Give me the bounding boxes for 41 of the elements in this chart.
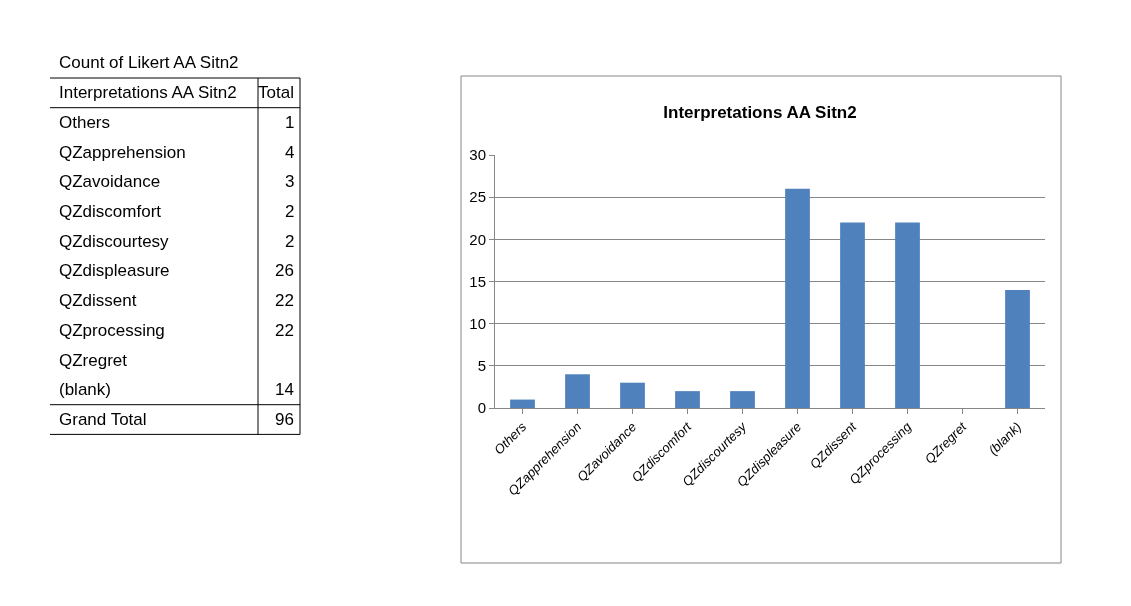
category-label: QZdiscourtesy [59,232,170,251]
bar [840,222,865,408]
category-label: QZapprehension [59,143,186,162]
y-tick-label: 15 [469,272,486,290]
text: 2 [285,202,295,221]
bar [565,374,590,408]
category-label: QZdiscomfort [59,202,162,221]
bar [730,391,755,408]
category-label: QZregret [59,351,128,370]
text: 22 [275,321,294,340]
y-tick-label: 0 [477,399,486,417]
category-label: QZdispleasure [59,261,170,280]
bar [620,382,645,408]
bar [1005,289,1030,408]
bar [510,399,535,408]
category-label: Others [59,113,111,132]
category-label: QZavoidance [59,172,161,191]
bar [895,222,920,408]
category-label: (blank) [59,380,111,399]
category-label: QZdissent [59,291,137,310]
y-tick-label: 5 [477,357,486,375]
text: Count of Likert AA Sitn2 [59,53,239,72]
bar [785,188,810,408]
category-label: Grand Total [59,410,147,429]
text: 2 [285,232,295,251]
text: 22 [275,291,294,310]
category-label: QZprocessing [59,321,165,340]
chart-title: Interpretations AA Sitn2 [663,102,857,122]
text: 4 [285,143,295,162]
y-tick-label: 30 [469,146,486,164]
text: Total [258,83,294,102]
category-label: Interpretations AA Sitn2 [59,83,237,102]
text: 3 [285,172,295,191]
y-tick-label: 10 [469,314,486,332]
bar [675,391,700,408]
text: 1 [285,113,295,132]
text: 96 [275,410,294,429]
text: 26 [275,261,294,280]
text: 14 [275,380,294,399]
y-tick-label: 20 [469,230,486,248]
y-tick-label: 25 [469,188,486,206]
